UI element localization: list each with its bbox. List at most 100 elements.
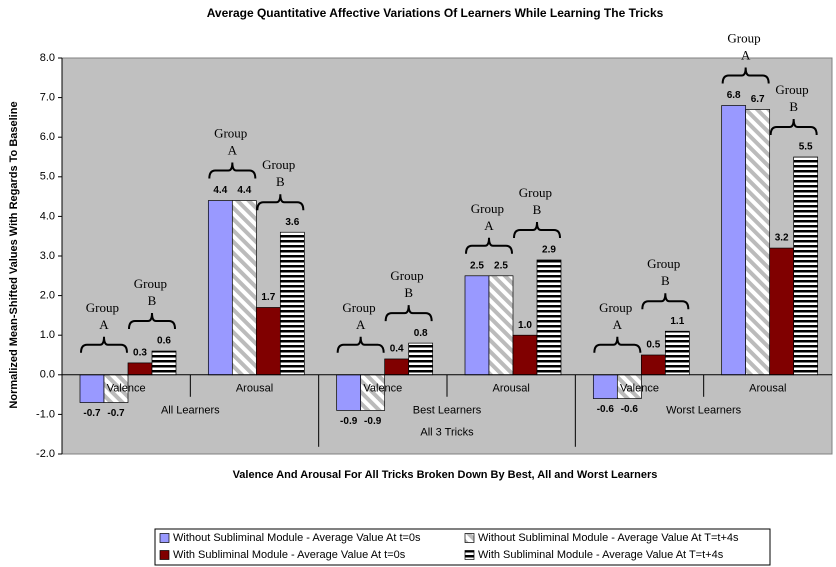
value-label: 2.5 [470, 260, 484, 271]
group-label: Group B [390, 268, 426, 300]
group-label: Group A [214, 126, 250, 158]
bar [769, 247, 795, 376]
bar [255, 307, 281, 376]
x-tick-label: Arousal [236, 383, 273, 395]
value-label: 1.7 [261, 292, 275, 303]
y-tick-label: 1.0 [40, 329, 55, 341]
group-label: Group A [86, 300, 122, 332]
group-brace [641, 293, 690, 310]
group-label: Group B [519, 185, 555, 217]
group-label: Group B [647, 256, 683, 288]
x-tick-label: Valence [620, 383, 659, 395]
group-axis-label: All Learners [161, 405, 220, 417]
group-label: Group B [775, 82, 811, 114]
value-label: 6.7 [751, 94, 765, 105]
x-tick-label: Valence [363, 383, 402, 395]
bar [512, 334, 538, 376]
bar [336, 374, 362, 411]
y-tick-label: 4.0 [40, 210, 55, 222]
value-label: 1.1 [670, 316, 684, 327]
group-brace [465, 237, 513, 254]
y-axis-title: Normalized Mean-Shifted Values With Rega… [8, 101, 20, 408]
group-brace [513, 221, 561, 238]
group-brace [721, 67, 770, 84]
bar [231, 200, 257, 376]
y-tick-label: 6.0 [40, 131, 55, 143]
value-label: 3.6 [285, 217, 299, 228]
value-label: 0.3 [133, 348, 147, 359]
value-label: 1.0 [518, 320, 532, 331]
group-label: Group A [471, 201, 507, 233]
group-label: Group A [599, 300, 635, 332]
group-label: Group A [727, 31, 763, 63]
group-brace [384, 305, 433, 322]
y-tick-label: 0.0 [40, 369, 55, 381]
x-tick-label: Arousal [493, 383, 530, 395]
value-label: 0.4 [390, 344, 404, 355]
value-label: 2.5 [494, 260, 508, 271]
value-label: -0.7 [83, 408, 101, 419]
x-axis-title: Valence And Arousal For All Tricks Broke… [233, 469, 658, 481]
chart-title: Average Quantitative Affective Variation… [207, 6, 664, 20]
bar [408, 342, 434, 376]
x-tick-label: Valence [107, 383, 146, 395]
y-tick-label: 3.0 [40, 250, 55, 262]
group-label: Group B [134, 276, 170, 308]
group-brace [336, 336, 385, 353]
bar [127, 362, 153, 376]
bar [79, 374, 105, 403]
y-tick-label: -1.0 [36, 408, 55, 420]
bar [664, 330, 690, 376]
bar [640, 354, 666, 376]
value-label: 4.4 [213, 185, 227, 196]
bar [207, 200, 233, 376]
group-brace [128, 313, 176, 330]
y-tick-label: 8.0 [40, 52, 55, 64]
group-axis-label: Worst Learners [666, 405, 741, 417]
group-brace [593, 336, 642, 353]
value-label: 5.5 [799, 142, 813, 153]
bar [793, 156, 819, 376]
bar [151, 350, 177, 376]
x-tick-label: Arousal [749, 383, 786, 395]
legend-label: Without Subliminal Module - Average Valu… [173, 532, 421, 544]
value-label: 0.5 [646, 340, 660, 351]
legend-box [154, 528, 771, 566]
bar [745, 109, 771, 376]
legend-swatch [159, 533, 170, 543]
bar [464, 275, 490, 376]
group-brace [208, 162, 257, 179]
y-tick-label: -2.0 [36, 448, 55, 460]
bar [279, 231, 305, 376]
legend-swatch [464, 550, 475, 560]
y-tick-label: 5.0 [40, 171, 55, 183]
group-label: Group A [342, 300, 378, 332]
value-label: 6.8 [727, 90, 741, 101]
bar [488, 275, 514, 376]
value-label: 4.4 [237, 185, 251, 196]
value-label: 0.6 [157, 336, 171, 347]
bar [360, 374, 386, 411]
legend-swatch [159, 550, 170, 560]
legend-label: Without Subliminal Module - Average Valu… [478, 532, 739, 544]
group-axis-label: Best Learners [413, 405, 482, 417]
bar [536, 259, 562, 376]
value-label: -0.7 [107, 408, 125, 419]
bar [592, 374, 618, 399]
value-label: -0.9 [364, 416, 382, 427]
group-brace [256, 194, 305, 211]
y-tick-label: 7.0 [40, 92, 55, 104]
value-label: -0.6 [621, 404, 639, 415]
bar [384, 358, 410, 376]
value-label: 2.9 [542, 245, 556, 256]
y-tick-label: 2.0 [40, 290, 55, 302]
value-label: -0.6 [597, 404, 615, 415]
group-label: Group B [262, 157, 298, 189]
bar [721, 105, 747, 376]
value-label: 3.2 [775, 233, 789, 244]
group-brace [769, 118, 818, 136]
group-axis-title: All 3 Tricks [420, 427, 474, 439]
legend-swatch [464, 533, 475, 543]
value-label: 0.8 [414, 328, 428, 339]
